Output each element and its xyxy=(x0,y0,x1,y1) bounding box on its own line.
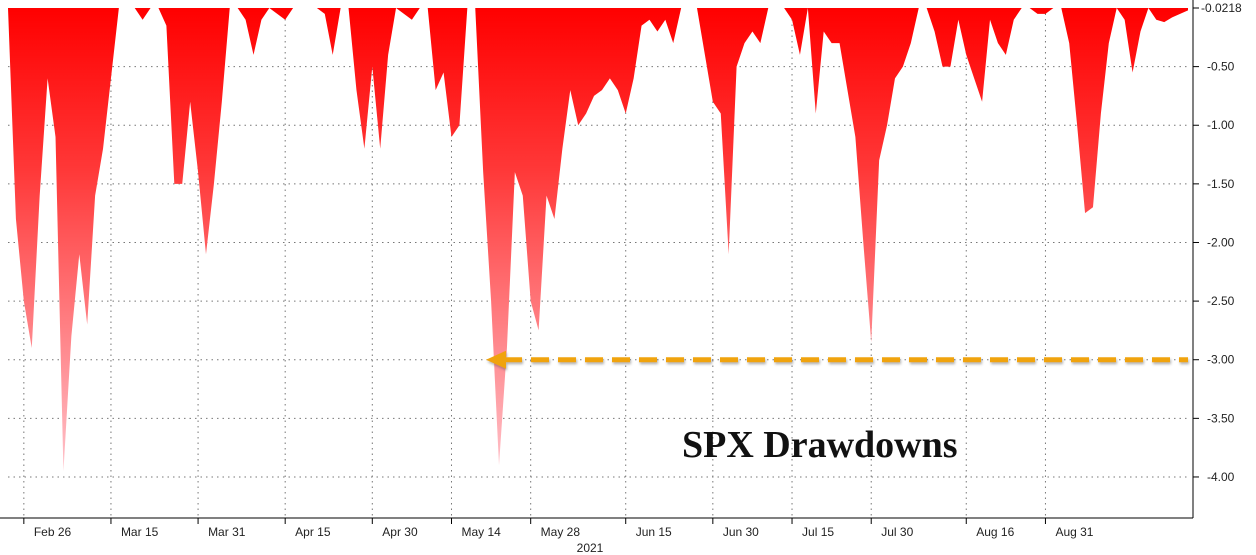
x-tick-label: Apr 15 xyxy=(295,525,331,539)
y-tick-label: -3.50 xyxy=(1207,411,1235,425)
x-tick-label: Mar 15 xyxy=(121,525,159,539)
y-tick-label: -0.50 xyxy=(1207,60,1235,74)
reference-arrowhead xyxy=(486,350,506,369)
x-tick-label: Feb 26 xyxy=(34,525,72,539)
y-tick-label: -3.00 xyxy=(1207,353,1235,367)
y-tick-label: -1.00 xyxy=(1207,118,1235,132)
x-tick-label: Jun 15 xyxy=(636,525,672,539)
x-tick-label: May 28 xyxy=(541,525,581,539)
x-tick-label: Jun 30 xyxy=(723,525,759,539)
x-tick-label: Apr 30 xyxy=(382,525,418,539)
reference-arrow-layer xyxy=(486,350,1188,369)
chart-title: SPX Drawdowns xyxy=(682,424,958,466)
x-year-label: 2021 xyxy=(577,541,604,555)
x-tick-label: Aug 31 xyxy=(1055,525,1093,539)
y-tick-label: -1.50 xyxy=(1207,177,1235,191)
x-tick-label: Jul 15 xyxy=(802,525,834,539)
y-tick-label: -4.00 xyxy=(1207,470,1235,484)
y-tick-label: -2.00 xyxy=(1207,235,1235,249)
x-tick-label: Aug 16 xyxy=(976,525,1014,539)
x-tick-label: Jul 30 xyxy=(881,525,913,539)
x-tick-label: Mar 31 xyxy=(208,525,246,539)
x-tick-label: May 14 xyxy=(461,525,501,539)
reference-arrow xyxy=(486,350,1188,369)
last-value-label: -0.0218 xyxy=(1201,1,1242,15)
y-tick-label: -2.50 xyxy=(1207,294,1235,308)
drawdown-area xyxy=(8,8,1188,472)
series-area-layer xyxy=(8,8,1188,472)
